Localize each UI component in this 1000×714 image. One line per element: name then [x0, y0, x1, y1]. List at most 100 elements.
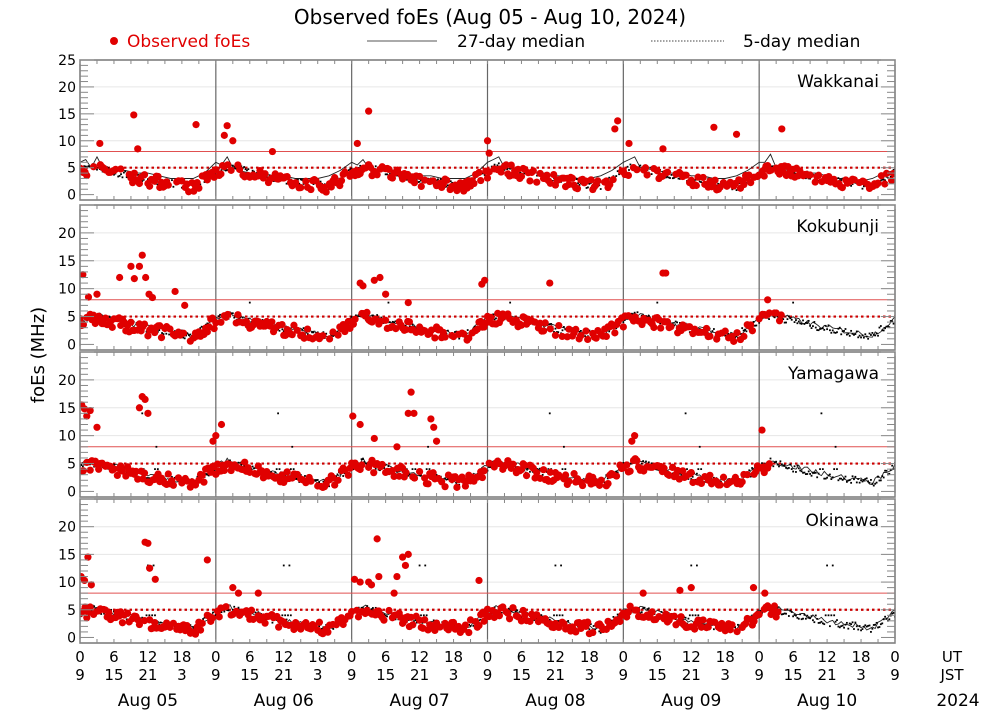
- median-5day-point: [821, 468, 824, 471]
- median-5day-point: [328, 485, 330, 488]
- median-5day-point: [342, 475, 345, 477]
- median-5day-point: [686, 468, 688, 471]
- median-5day-point: [639, 612, 642, 615]
- observed-point: [370, 469, 378, 477]
- observed-point: [573, 185, 582, 193]
- observed-point: [135, 262, 144, 270]
- median-5day-point: [813, 321, 816, 323]
- observed-point: [127, 262, 135, 270]
- median-5day-point: [814, 471, 817, 474]
- median-5day-point: [282, 330, 285, 333]
- median-5day-point: [817, 472, 820, 475]
- observed-point: [609, 175, 617, 184]
- observed-point: [568, 174, 576, 182]
- observed-point: [193, 179, 201, 187]
- observed-point: [633, 456, 641, 465]
- median-5day-point: [454, 331, 456, 333]
- observed-point: [127, 318, 135, 326]
- median-5day-point: [383, 467, 386, 469]
- observed-point: [650, 323, 658, 332]
- observed-point: [706, 471, 714, 479]
- median-5day-point: [606, 477, 609, 480]
- median-5day-point: [681, 619, 684, 622]
- median-5day-point: [884, 615, 886, 618]
- observed-point: [169, 481, 177, 489]
- median-5day-point: [870, 334, 872, 336]
- median-5day-point: [384, 614, 387, 617]
- y-tick-label: 25: [58, 53, 76, 69]
- median-5day-point: [851, 332, 854, 335]
- observed-point: [373, 171, 381, 179]
- median-5day-point: [219, 313, 221, 316]
- x-tick-label-ut: 18: [308, 648, 327, 666]
- observed-point: [436, 623, 444, 631]
- y-tick-label: 10: [58, 575, 76, 591]
- median-5day-point: [891, 320, 894, 323]
- median-5day-point: [206, 322, 209, 325]
- observed-point: [412, 328, 420, 336]
- median-5day-point: [418, 180, 421, 183]
- observed-point: [483, 137, 492, 145]
- x-tick-label-ut: 0: [347, 648, 357, 666]
- median-5day-point: [795, 614, 797, 617]
- observed-point: [404, 298, 412, 307]
- median-5day-point: [420, 179, 422, 182]
- median-5day-point: [807, 470, 810, 473]
- observed-point: [648, 608, 656, 616]
- median-5day-point: [838, 626, 841, 629]
- median-5day-point: [121, 176, 124, 179]
- median-5day-point: [224, 169, 227, 172]
- observed-point: [140, 171, 149, 179]
- median-5day-point: [843, 477, 845, 480]
- median-5day-point: [827, 614, 830, 617]
- observed-point: [80, 271, 87, 279]
- y-tick-label: 10: [58, 134, 76, 150]
- observed-point: [385, 606, 393, 615]
- median-5day-point: [780, 463, 783, 466]
- observed-point: [584, 335, 592, 344]
- median-5day-point: [124, 170, 127, 173]
- observed-point: [427, 415, 435, 423]
- median-5day-point: [100, 613, 103, 615]
- median-5day-point: [889, 320, 892, 322]
- median-5day-point: [237, 461, 240, 464]
- median-5day-point: [878, 479, 881, 482]
- observed-point: [697, 623, 706, 631]
- median-5day-point: [282, 564, 285, 567]
- observed-point: [517, 617, 526, 625]
- observed-point: [769, 608, 777, 616]
- median-5day-point: [386, 615, 388, 618]
- median-5day-point: [118, 174, 121, 177]
- median-5day-point: [391, 320, 394, 323]
- observed-point: [728, 621, 736, 629]
- legend-27day-label: 27-day median: [457, 32, 585, 52]
- median-5day-point: [888, 326, 891, 329]
- median-5day-point: [824, 614, 827, 617]
- observed-point: [606, 181, 614, 189]
- median-5day-point: [804, 321, 807, 324]
- observed-point: [697, 479, 706, 488]
- median-5day-point: [879, 623, 882, 626]
- median-5day-point: [147, 477, 149, 479]
- median-5day-point: [819, 468, 821, 471]
- median-5day-point: [479, 618, 482, 621]
- observed-point: [660, 464, 668, 472]
- observed-point: [268, 147, 277, 156]
- median-5day-point: [854, 475, 857, 478]
- median-5day-point: [103, 612, 105, 615]
- observed-point: [594, 177, 602, 185]
- median-5day-point: [845, 333, 848, 336]
- median-5day-point: [690, 478, 693, 480]
- median-5day-point: [874, 482, 877, 485]
- observed-point: [674, 466, 682, 475]
- observed-point: [770, 602, 779, 610]
- observed-point: [146, 564, 154, 572]
- median-5day-point: [229, 459, 231, 462]
- observed-point: [356, 578, 364, 586]
- observed-point: [657, 324, 665, 332]
- median-5day-point: [837, 177, 840, 180]
- observed-point: [509, 604, 517, 612]
- observed-point: [354, 613, 363, 621]
- median-5day-point: [786, 608, 789, 611]
- observed-point: [555, 471, 563, 479]
